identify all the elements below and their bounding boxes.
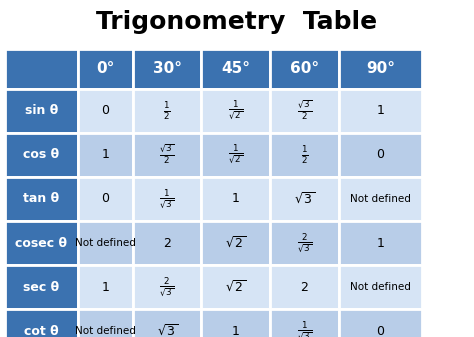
Bar [78,309,133,337]
Text: 1: 1 [376,104,384,117]
Text: 1: 1 [376,237,384,250]
Text: tan θ: tan θ [23,192,60,206]
Bar [339,265,422,309]
Text: $\sqrt{2}$: $\sqrt{2}$ [225,236,246,251]
Text: 60°: 60° [290,61,319,76]
Text: $\sqrt{3}$: $\sqrt{3}$ [156,324,178,337]
Text: cot θ: cot θ [24,325,59,337]
Text: $\frac{1}{2}$: $\frac{1}{2}$ [164,100,171,122]
Text: 1: 1 [101,281,109,294]
Text: 45°: 45° [221,61,250,76]
Text: Not defined: Not defined [350,194,411,204]
Text: Trigonometry  Table: Trigonometry Table [96,10,378,34]
Bar [78,177,133,221]
Text: $\frac{1}{\sqrt{3}}$: $\frac{1}{\sqrt{3}}$ [159,187,175,211]
Bar [133,177,201,221]
Text: 1: 1 [101,148,109,161]
Bar [270,177,339,221]
Bar [5,309,78,337]
Bar [339,89,422,133]
Bar [133,49,201,89]
Text: 0: 0 [101,104,109,117]
Bar [270,265,339,309]
Bar [270,89,339,133]
Text: $\frac{1}{2}$: $\frac{1}{2}$ [301,144,308,166]
Text: 2: 2 [163,237,171,250]
Bar [201,177,270,221]
Bar [201,89,270,133]
Text: sec θ: sec θ [23,281,60,294]
Text: 0°: 0° [96,61,115,76]
Bar [133,133,201,177]
Bar [5,133,78,177]
Text: $\frac{1}{\sqrt{2}}$: $\frac{1}{\sqrt{2}}$ [228,99,244,122]
Text: Not defined: Not defined [75,327,136,336]
Text: $\frac{2}{\sqrt{3}}$: $\frac{2}{\sqrt{3}}$ [159,276,175,299]
Bar [201,265,270,309]
Text: 0: 0 [376,148,384,161]
Bar [339,177,422,221]
Bar [201,49,270,89]
Bar [201,221,270,265]
Text: $\frac{1}{\sqrt{2}}$: $\frac{1}{\sqrt{2}}$ [228,143,244,166]
Bar [339,133,422,177]
Text: 30°: 30° [153,61,182,76]
Text: 1: 1 [232,192,240,206]
Bar [133,309,201,337]
Text: 90°: 90° [366,61,395,76]
Text: 0: 0 [376,325,384,337]
Text: cosec θ: cosec θ [16,237,67,250]
Bar [201,309,270,337]
Bar [270,133,339,177]
Text: cos θ: cos θ [23,148,60,161]
Bar [78,265,133,309]
Bar [5,49,78,89]
Bar [78,49,133,89]
Bar [78,221,133,265]
Bar [5,265,78,309]
Text: sin θ: sin θ [25,104,58,117]
Bar [5,221,78,265]
Text: Not defined: Not defined [350,282,411,292]
Text: $\frac{1}{\sqrt{3}}$: $\frac{1}{\sqrt{3}}$ [297,320,312,337]
Bar [201,133,270,177]
Bar [133,89,201,133]
Bar [133,265,201,309]
Text: 2: 2 [301,281,309,294]
Bar [5,89,78,133]
Bar [339,49,422,89]
Bar [133,221,201,265]
Text: $\frac{\sqrt{3}}{2}$: $\frac{\sqrt{3}}{2}$ [297,99,312,122]
Text: 1: 1 [232,325,240,337]
Bar [270,221,339,265]
Text: $\frac{2}{\sqrt{3}}$: $\frac{2}{\sqrt{3}}$ [297,232,312,255]
Text: Not defined: Not defined [75,238,136,248]
Bar [78,133,133,177]
Bar [5,177,78,221]
Text: $\frac{\sqrt{3}}{2}$: $\frac{\sqrt{3}}{2}$ [159,143,175,166]
Bar [339,309,422,337]
Bar [339,221,422,265]
Text: $\sqrt{2}$: $\sqrt{2}$ [225,280,246,295]
Text: $\sqrt{3}$: $\sqrt{3}$ [294,191,315,207]
Bar [270,49,339,89]
Bar [78,89,133,133]
Bar [270,309,339,337]
Text: 0: 0 [101,192,109,206]
